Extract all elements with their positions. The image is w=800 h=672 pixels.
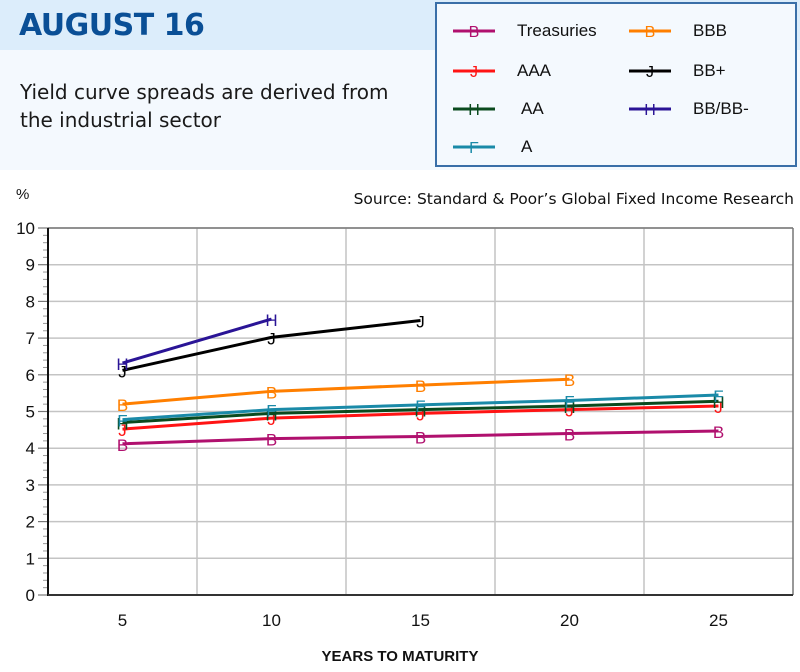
legend: B Treasuries B BBB J AAA J BB+ H AA H BB/BB- F A [435, 2, 797, 167]
legend-item-bb-: J BB+ [627, 60, 726, 82]
data-point-marker: F [713, 387, 723, 406]
data-point-marker: B [266, 431, 277, 450]
legend-swatch-icon: J [453, 64, 495, 81]
data-point-marker: H [712, 393, 724, 412]
svg-text:B: B [469, 24, 480, 41]
data-point-marker: J [267, 410, 276, 429]
svg-text:J: J [646, 64, 654, 81]
legend-label: AA [521, 99, 544, 118]
svg-text:B: B [645, 24, 656, 41]
x-tick-label: 25 [709, 611, 728, 630]
data-point-marker: J [714, 398, 723, 417]
legend-swatch-icon: B [453, 24, 495, 41]
data-point-marker: F [117, 412, 127, 431]
series-line-aaa [122, 404, 719, 431]
x-tick-label: 15 [411, 611, 430, 630]
y-tick-label: 2 [26, 513, 35, 532]
x-tick-label: 5 [118, 611, 127, 630]
x-tick-label: 20 [560, 611, 579, 630]
data-point-marker: J [416, 405, 425, 424]
series-line-a [122, 393, 719, 422]
data-point-marker: J [118, 421, 127, 440]
legend-label: A [521, 137, 533, 156]
data-point-marker: B [415, 428, 426, 447]
legend-swatch-icon: B [629, 24, 671, 41]
legend-swatch-icon: H [453, 102, 495, 119]
legend-item-bb-bb-: H BB/BB- [627, 98, 749, 120]
data-point-marker: B [564, 371, 575, 390]
legend-label: BB/BB- [693, 99, 749, 118]
legend-swatch-icon: F [453, 140, 495, 157]
svg-text:H: H [644, 102, 656, 119]
data-point-marker: F [564, 392, 574, 411]
data-point-marker: B [713, 423, 724, 442]
svg-text:H: H [468, 102, 480, 119]
x-axis-title: YEARS TO MATURITY [321, 648, 479, 665]
y-tick-label: 5 [26, 403, 35, 422]
series-line-aa [122, 399, 719, 425]
data-point-marker: B [117, 436, 128, 455]
y-axis-unit: % [16, 186, 30, 203]
chart-title: AUGUST 16 [19, 8, 205, 43]
series-line-bb-bb- [122, 317, 272, 365]
y-tick-label: 4 [26, 439, 35, 458]
series-line-bb- [122, 318, 421, 372]
data-point-marker: H [414, 402, 426, 421]
data-point-marker: B [117, 396, 128, 415]
data-point-marker: B [564, 426, 575, 445]
legend-label: Treasuries [517, 21, 597, 40]
legend-swatch-icon: H [629, 102, 671, 119]
data-point-marker: H [563, 398, 575, 417]
legend-label: BBB [693, 21, 728, 40]
data-point-marker: J [118, 362, 127, 381]
legend-label: AAA [517, 61, 552, 80]
y-tick-label: 7 [26, 329, 35, 348]
legend-item-aa: H AA [451, 98, 544, 120]
data-point-marker: J [416, 312, 425, 331]
grid-lines [48, 227, 793, 595]
y-tick-label: 10 [16, 219, 35, 238]
series-line-bbb [122, 377, 570, 406]
y-tick-label: 0 [26, 586, 35, 605]
y-tick-label: 8 [26, 292, 35, 311]
svg-text:F: F [469, 140, 479, 157]
legend-swatch-icon: J [629, 64, 671, 81]
legend-item-bbb: B BBB [627, 20, 727, 42]
legend-item-aaa: J AAA [451, 60, 551, 82]
data-point-marker: F [266, 402, 276, 421]
axes: 0 1 2 3 4 5 6 7 8 9 10 5 10 15 20 25 [16, 219, 794, 630]
data-point-marker: H [116, 355, 128, 374]
data-point-marker: B [266, 383, 277, 402]
data-point-marker: H [116, 415, 128, 434]
legend-item-treasuries: B Treasuries [451, 20, 597, 42]
source-note: Source: Standard & Poor’s Global Fixed I… [353, 190, 794, 208]
svg-text:J: J [470, 64, 478, 81]
y-tick-label: 1 [26, 549, 35, 568]
y-tick-label: 3 [26, 476, 35, 495]
data-point-marker: J [565, 402, 574, 421]
data-point-marker: H [265, 405, 277, 424]
data-point-marker: H [265, 311, 277, 330]
x-tick-label: 10 [262, 611, 281, 630]
y-tick-label: 9 [26, 256, 35, 275]
data-point-marker: F [415, 397, 425, 416]
data-point-marker: B [415, 377, 426, 396]
chart-subtitle: Yield curve spreads are derived from the… [20, 80, 389, 132]
data-point-marker: J [267, 329, 276, 348]
series-line-treasuries [122, 429, 719, 446]
legend-label: BB+ [693, 61, 726, 80]
y-tick-label: 6 [26, 366, 35, 385]
